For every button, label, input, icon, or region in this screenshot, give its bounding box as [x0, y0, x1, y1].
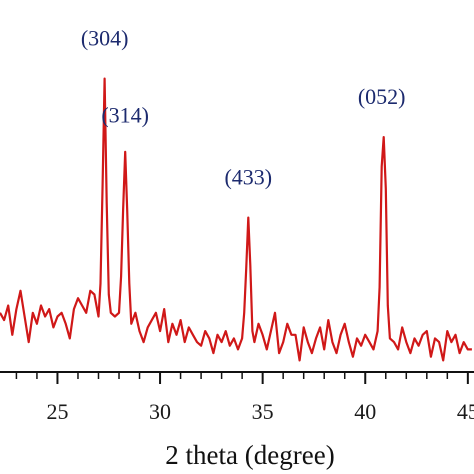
x-axis-ticks	[15, 372, 469, 384]
x-tick-label: 30	[149, 399, 171, 424]
x-axis-tick-labels: 25 30 35 40 45	[46, 399, 474, 424]
plot-area: 25 30 35 40 45 (304) (314) (433) (052)	[0, 26, 474, 424]
peak-label: (304)	[81, 26, 129, 51]
x-tick-label: 45	[457, 399, 474, 424]
peak-labels: (304) (314) (433) (052)	[81, 26, 406, 190]
x-axis-title: 2 theta (degree)	[165, 440, 334, 470]
peak-label: (052)	[358, 84, 406, 109]
peak-label: (314)	[101, 102, 149, 127]
diffraction-pattern-line	[0, 77, 472, 362]
x-tick-label: 40	[354, 399, 376, 424]
peak-label: (433)	[224, 165, 272, 190]
x-tick-label: 25	[46, 399, 68, 424]
x-tick-label: 35	[252, 399, 274, 424]
